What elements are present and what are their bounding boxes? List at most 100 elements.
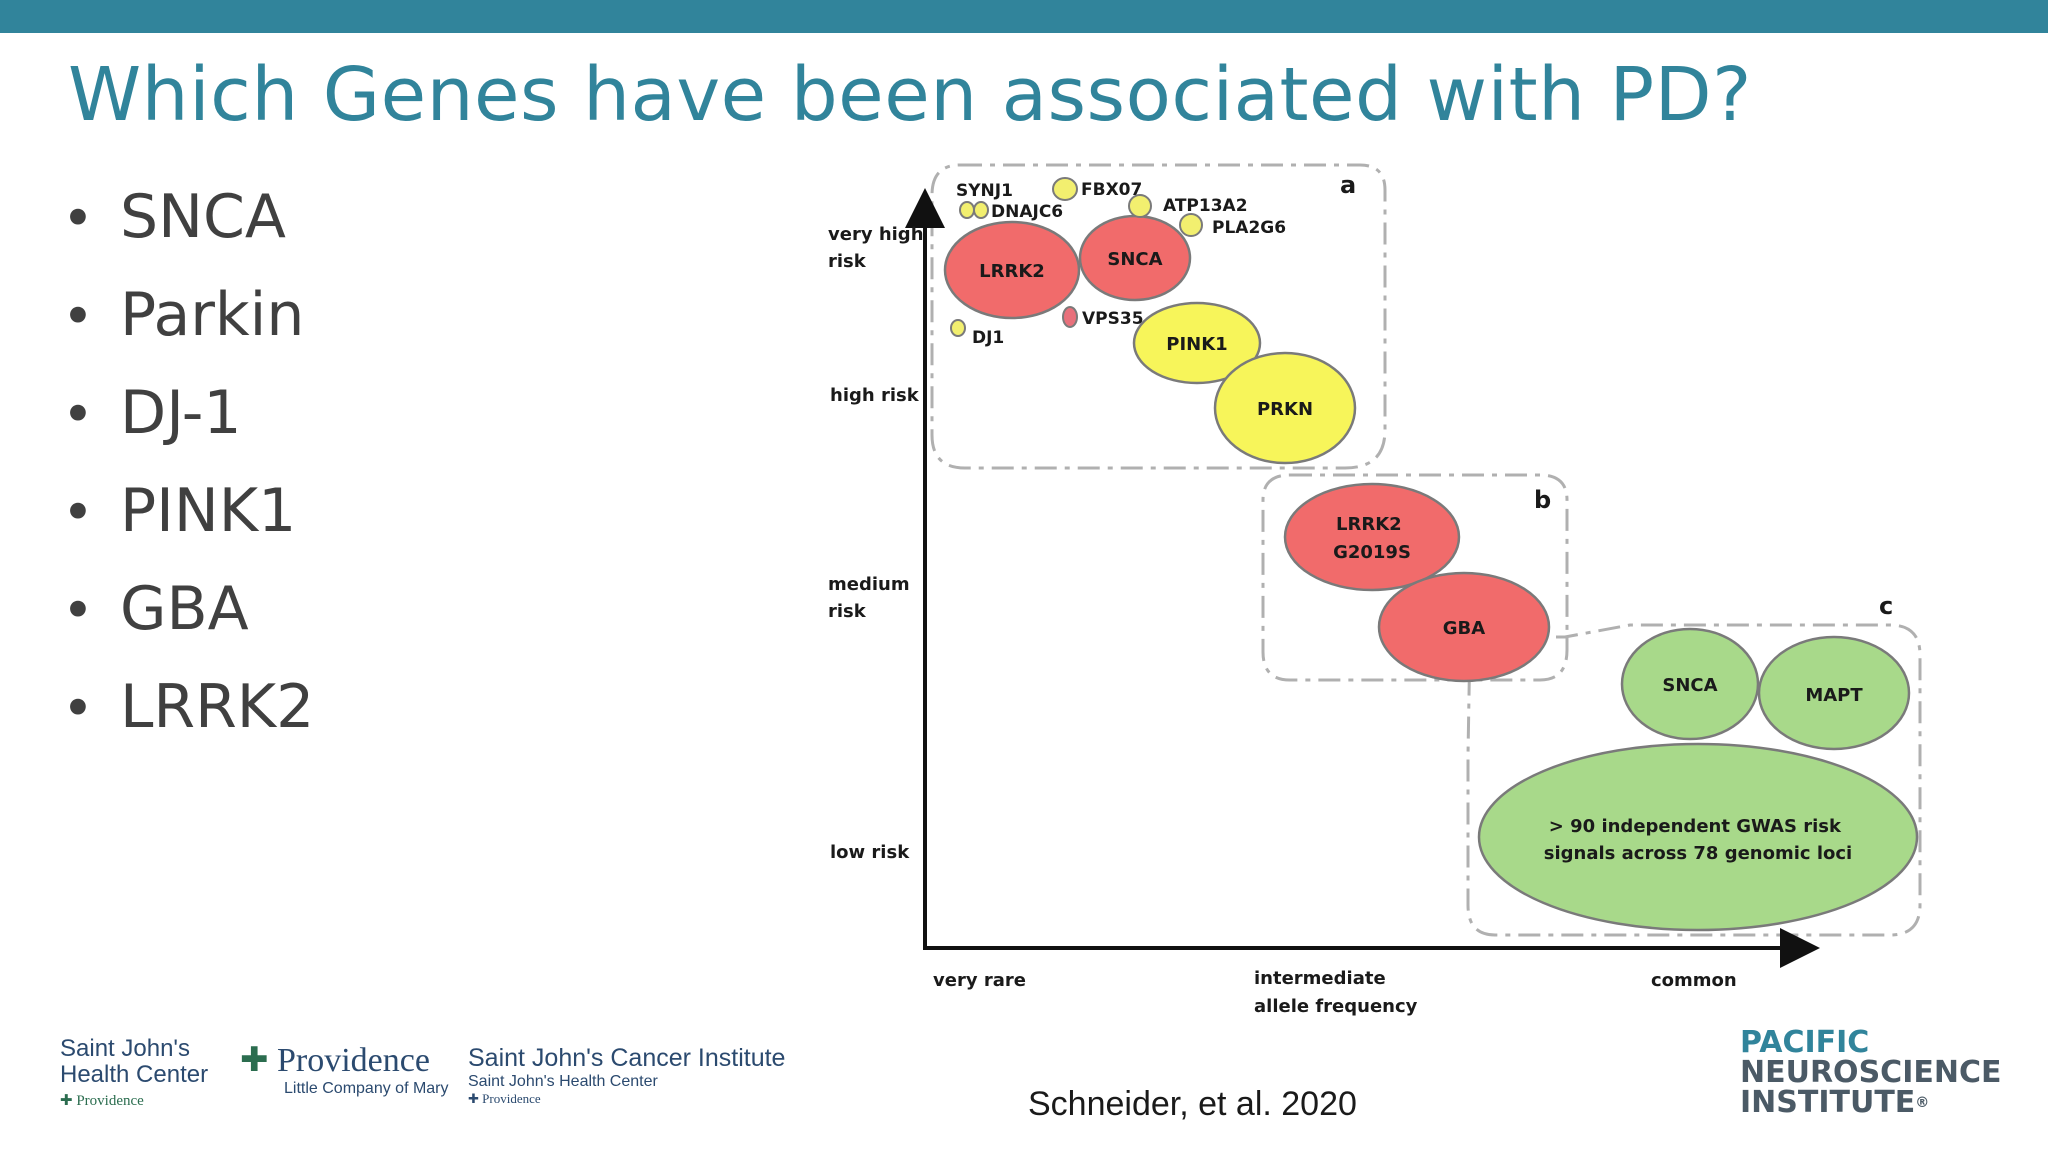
gene-snca-label: SNCA [1107,249,1162,270]
gene-dnajc6-bubble [973,201,989,219]
panel-a-outline [930,163,1387,470]
logo-subline: ✚ Providence [60,1088,208,1114]
gwas-loci-bubble [1477,742,1919,932]
cross-icon: ✚ [468,1091,483,1106]
bullet-text: SNCA [120,182,286,252]
top-accent-bar [0,0,2048,33]
gene-gba-label: GBA [1443,618,1485,639]
gene-pla2g6-label: PLA2G6 [1212,218,1286,238]
gene-pink1-label: PINK1 [1166,334,1227,355]
logo-line: Providence [482,1091,541,1106]
gene-synj1-label: SYNJ1 [956,181,1013,201]
bullet-item: • DJ-1 [62,374,314,472]
logo-line: NEUROSCIENCE [1740,1055,2002,1090]
x-level-line: common [1651,970,1737,991]
x-level-common: common [1651,970,1737,991]
y-level-medium: medium risk [828,574,916,622]
bullet-text: LRRK2 [120,672,315,742]
gene-prkn-bubble [1213,351,1357,465]
bullet-text: Parkin [120,280,305,350]
gene-synj1-bubble [959,201,975,219]
gene-gba-bubble [1377,571,1551,683]
logo-subline: ✚ Providence [468,1091,785,1107]
x-level-line: intermediate [1254,968,1386,989]
gene-fbx07-label: FBX07 [1081,180,1142,200]
registered-mark: ® [1915,1095,1930,1111]
gene-label-line: > 90 independent GWAS risk [1549,816,1842,837]
logo-line: PACIFIC [1740,1025,1870,1060]
logo-line: Providence [277,1042,430,1079]
gene-label-line: signals across 78 genomic loci [1544,843,1852,864]
bullet-dot-icon: • [62,677,94,740]
pacific-neuroscience-institute-logo: PACIFIC NEUROSCIENCE INSTITUTE® [1740,1028,2001,1118]
logo-line: Saint John's [60,1035,190,1062]
bullet-dot-icon: • [62,579,94,642]
slide-title: Which Genes have been associated with PD… [68,52,1752,138]
y-level-line: high risk [830,385,920,406]
bullet-dot-icon: • [62,187,94,250]
saint-johns-health-center-logo: Saint John's Health Center ✚ Providence [60,1036,208,1114]
panel-label-b: b [1534,486,1551,514]
bullet-item: • LRRK2 [62,668,314,766]
gene-fbx07-bubble [1052,177,1078,201]
logo-line: Saint John's Cancer Institute [468,1044,786,1072]
gene-dnajc6-label: DNAJC6 [991,202,1063,222]
gene-vps35-label: VPS35 [1082,309,1144,329]
bullet-item: • GBA [62,570,314,668]
x-level-very-rare: very rare [933,970,1026,991]
providence-cross-icon: ✚ [240,1042,277,1079]
gene-mapt-label: MAPT [1805,685,1863,706]
bullet-dot-icon: • [62,285,94,348]
gwas-loci-label: > 90 independent GWAS risk signals acros… [1544,816,1852,864]
saint-johns-cancer-institute-logo: Saint John's Cancer Institute Saint John… [468,1044,785,1107]
gene-snca-common-bubble [1620,627,1760,741]
y-level-line: medium [828,574,910,595]
panel-label-a: a [1340,171,1356,199]
y-level-high: high risk [830,385,920,406]
gene-atp13a2-label: ATP13A2 [1163,196,1248,216]
gene-lrrk2-bubble [943,220,1081,320]
y-level-low: low risk [830,842,910,863]
logo-line: Little Company of Mary [284,1080,449,1097]
y-level-line: low risk [830,842,910,863]
y-level-line: risk [828,251,867,272]
panel-label-c: c [1879,592,1893,620]
gene-dj1-bubble [950,319,966,337]
gene-pink1-bubble [1132,301,1262,385]
x-level-line: allele frequency [1254,996,1418,1017]
gene-bullet-list: • SNCA • Parkin • DJ-1 • PINK1 • GBA • LRRK2 [62,178,314,766]
gene-label-line: G2019S [1333,542,1411,563]
bullet-text: DJ-1 [120,378,242,448]
gene-lrrk2-g2019s-bubble [1283,482,1461,592]
gene-lrrk2-label: LRRK2 [979,261,1045,282]
y-level-very-high: very high risk [828,224,930,272]
bullet-item: • SNCA [62,178,314,276]
gene-mapt-bubble [1757,635,1911,751]
logo-line-with-mark: INSTITUTE® [1740,1088,2001,1118]
logo-line: INSTITUTE [1740,1085,1916,1120]
bullet-item: • Parkin [62,276,314,374]
gene-snca-common-label: SNCA [1662,675,1717,696]
x-level-line: very rare [933,970,1026,991]
providence-logo: ✚ Providence Little Company of Mary [240,1040,449,1098]
gene-atp13a2-bubble [1128,194,1152,218]
x-level-intermediate: intermediate allele frequency [1254,968,1418,1017]
bullet-item: • PINK1 [62,472,314,570]
providence-name-row: ✚ Providence [240,1040,449,1080]
panel-c-outline [1466,623,1922,937]
y-level-line: risk [828,601,867,622]
y-level-line: very high [828,224,924,245]
logo-line: Providence [76,1093,144,1109]
gene-dj1-label: DJ1 [972,328,1004,348]
gene-lrrk2-g2019s-label: LRRK2 G2019S [1333,514,1411,563]
bullet-dot-icon: • [62,481,94,544]
gene-pla2g6-bubble [1179,213,1203,237]
bullet-text: PINK1 [120,476,297,546]
bullet-text: GBA [120,574,249,644]
logo-line: Saint John's Health Center [468,1073,658,1090]
bullet-dot-icon: • [62,383,94,446]
citation: Schneider, et al. 2020 [1028,1085,1357,1123]
cross-icon: ✚ [60,1093,77,1109]
gene-vps35-bubble [1062,306,1078,328]
